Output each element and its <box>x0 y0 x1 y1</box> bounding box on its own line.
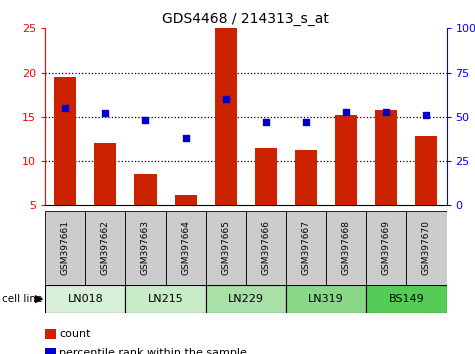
Bar <box>134 175 156 205</box>
Bar <box>95 143 116 205</box>
Point <box>262 119 270 125</box>
Text: LN319: LN319 <box>308 294 344 304</box>
Text: GSM397669: GSM397669 <box>382 220 391 275</box>
Text: GSM397670: GSM397670 <box>422 220 431 275</box>
Point <box>423 112 430 118</box>
Text: LN229: LN229 <box>228 294 264 304</box>
Bar <box>206 285 286 313</box>
Bar <box>54 77 76 205</box>
Bar <box>335 115 357 205</box>
Text: GSM397662: GSM397662 <box>101 220 110 275</box>
Bar <box>286 285 366 313</box>
Text: cell line: cell line <box>2 294 43 304</box>
Bar <box>175 195 197 205</box>
Bar <box>125 211 166 285</box>
Point <box>61 105 69 111</box>
Bar <box>416 136 437 205</box>
Point <box>302 119 310 125</box>
Bar <box>246 211 286 285</box>
Bar <box>255 148 277 205</box>
Bar <box>125 285 206 313</box>
Bar <box>286 211 326 285</box>
Title: GDS4468 / 214313_s_at: GDS4468 / 214313_s_at <box>162 12 329 26</box>
Text: percentile rank within the sample: percentile rank within the sample <box>59 348 247 354</box>
Bar <box>86 211 125 285</box>
Bar <box>215 28 237 205</box>
Point <box>382 109 390 114</box>
Bar <box>407 211 446 285</box>
Text: GSM397664: GSM397664 <box>181 220 190 275</box>
Bar <box>45 211 86 285</box>
Bar <box>375 110 397 205</box>
Point <box>142 118 149 123</box>
Point <box>182 135 190 141</box>
Text: LN215: LN215 <box>148 294 183 304</box>
Bar <box>366 285 446 313</box>
Text: GSM397661: GSM397661 <box>61 220 70 275</box>
Bar <box>326 211 366 285</box>
Text: ▶: ▶ <box>35 294 44 304</box>
Text: GSM397667: GSM397667 <box>302 220 311 275</box>
Text: GSM397663: GSM397663 <box>141 220 150 275</box>
Text: count: count <box>59 329 91 339</box>
Point <box>342 109 350 114</box>
Text: GSM397666: GSM397666 <box>261 220 270 275</box>
Bar <box>206 211 246 285</box>
Text: GSM397665: GSM397665 <box>221 220 230 275</box>
Bar <box>295 150 317 205</box>
Point <box>222 96 229 102</box>
Text: LN018: LN018 <box>67 294 103 304</box>
Text: BS149: BS149 <box>389 294 424 304</box>
Bar <box>366 211 407 285</box>
Bar <box>166 211 206 285</box>
Text: GSM397668: GSM397668 <box>342 220 351 275</box>
Point <box>102 110 109 116</box>
Bar <box>45 285 125 313</box>
